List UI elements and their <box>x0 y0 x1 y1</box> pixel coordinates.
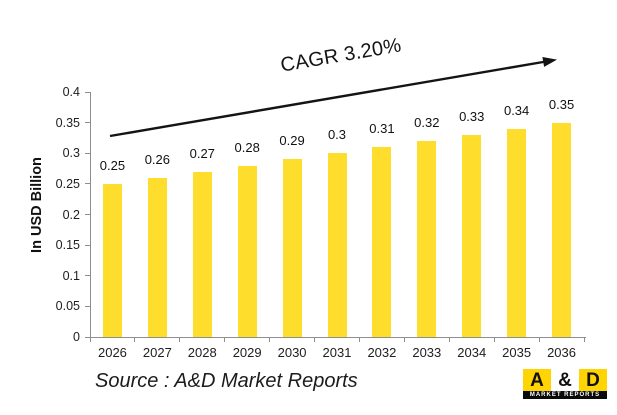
x-axis-tick <box>403 337 405 342</box>
x-axis-category-label: 2035 <box>502 345 532 360</box>
bar-2030 <box>282 159 302 337</box>
bar-2027 <box>147 177 167 337</box>
x-axis-tick <box>538 337 540 342</box>
y-axis-tick-label: 0.2 <box>62 207 80 222</box>
y-axis-tick <box>85 305 90 307</box>
bar-value-label: 0.27 <box>189 145 215 161</box>
x-axis-tick <box>179 337 181 342</box>
x-axis-tick <box>314 337 316 342</box>
y-axis-tick <box>85 91 90 93</box>
y-axis-tick-label: 0.4 <box>62 85 80 99</box>
bar-2031 <box>327 153 347 337</box>
bar-value-label: 0.3 <box>327 127 347 143</box>
y-axis-tick <box>85 275 90 277</box>
x-axis-category-label: 2032 <box>367 345 397 360</box>
x-axis-category-label: 2026 <box>97 345 127 360</box>
logo-letters: A & D <box>523 369 607 391</box>
x-axis-category-label: 2027 <box>142 345 172 360</box>
bar-2033 <box>417 141 437 337</box>
bar-2029 <box>237 165 257 337</box>
x-axis-line <box>90 337 586 338</box>
bar-2035 <box>507 128 527 337</box>
y-axis-tick <box>85 152 90 154</box>
x-axis-category-label: 2034 <box>457 345 487 360</box>
bar-value-label: 0.28 <box>234 139 260 155</box>
y-axis-tick-label: 0.1 <box>62 268 80 283</box>
x-axis-tick <box>269 337 271 342</box>
bar-value-label: 0.29 <box>279 133 305 149</box>
brand-logo: A & D MARKET REPORTS <box>523 369 607 399</box>
y-axis-tick-label: 0.35 <box>55 115 80 130</box>
x-axis-tick <box>134 337 136 342</box>
logo-ampersand: & <box>551 369 579 391</box>
bar-2028 <box>192 171 212 337</box>
logo-letter-d: D <box>579 369 607 391</box>
x-axis-tick <box>89 337 91 342</box>
y-axis-tick <box>85 183 90 185</box>
bar-value-label: 0.34 <box>503 102 530 118</box>
x-axis-tick <box>224 337 226 342</box>
x-axis-tick <box>358 337 360 342</box>
y-axis-tick-label: 0.05 <box>55 299 80 314</box>
bar-value-label: 0.35 <box>548 96 575 112</box>
bar-value-label: 0.25 <box>99 157 126 173</box>
x-axis-tick <box>448 337 450 342</box>
x-axis-category-label: 2030 <box>277 345 307 360</box>
y-axis-tick-label: 0 <box>73 330 80 344</box>
x-axis-category-label: 2036 <box>547 345 576 360</box>
bar-value-label: 0.32 <box>414 115 440 130</box>
bar-2036 <box>552 122 572 337</box>
y-axis-tick <box>85 244 90 246</box>
bar-2032 <box>372 147 392 337</box>
y-axis-tick <box>85 122 90 124</box>
bar-value-label: 0.26 <box>144 151 171 167</box>
y-axis-tick-label: 0.15 <box>55 238 80 253</box>
logo-tagline: MARKET REPORTS <box>523 391 607 399</box>
bar-value-label: 0.31 <box>369 121 395 137</box>
y-axis-tick <box>85 336 90 338</box>
source-text: Source : A&D Market Reports <box>95 370 358 392</box>
bar-2026 <box>102 183 122 337</box>
x-axis-category-label: 2033 <box>412 345 442 360</box>
y-axis-tick-label: 0.3 <box>62 146 80 161</box>
y-axis-tick <box>85 214 90 215</box>
x-axis-tick <box>583 337 585 342</box>
x-axis-tick <box>493 337 495 342</box>
x-axis-category-label: 2031 <box>322 345 352 360</box>
x-axis-category-label: 2028 <box>187 345 217 360</box>
bar-value-label: 0.33 <box>459 108 485 124</box>
y-axis-line <box>90 92 91 338</box>
bar-2034 <box>462 134 482 337</box>
x-axis-category-label: 2029 <box>232 345 262 360</box>
logo-letter-a: A <box>523 369 551 391</box>
y-axis-tick-label: 0.25 <box>55 176 80 191</box>
